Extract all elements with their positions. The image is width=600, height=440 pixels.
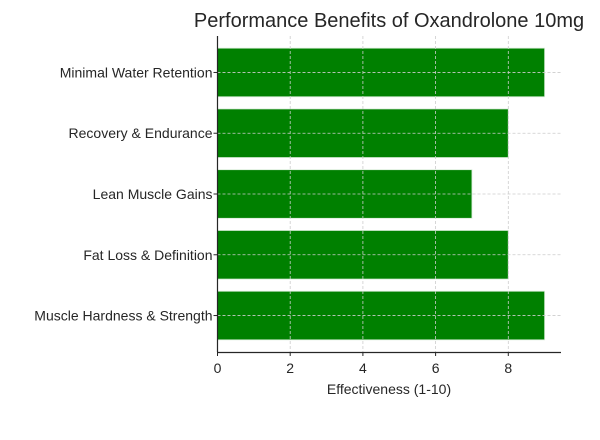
x-tick-label: 8 xyxy=(504,360,512,376)
y-tick-label: Minimal Water Retention xyxy=(60,64,213,80)
y-tick-label: Recovery & Endurance xyxy=(69,125,213,141)
y-tick-label: Lean Muscle Gains xyxy=(93,186,213,202)
x-tick-label: 4 xyxy=(359,360,367,376)
x-tick-labels: 0 2 4 6 8 xyxy=(214,352,512,376)
bar xyxy=(217,47,546,98)
chart-title: Performance Benefits of Oxandrolone 10mg xyxy=(194,10,584,32)
y-tick-label: Fat Loss & Definition xyxy=(83,247,212,263)
bars xyxy=(217,47,546,341)
x-tick-label: 2 xyxy=(286,360,294,376)
x-tick-label: 6 xyxy=(432,360,440,376)
bar xyxy=(217,290,546,341)
y-tick-labels: Muscle Hardness & Strength Fat Loss & Def… xyxy=(34,64,218,324)
x-tick-label: 0 xyxy=(214,360,222,376)
y-tick-label: Muscle Hardness & Strength xyxy=(34,308,212,324)
x-axis-label: Effectiveness (1-10) xyxy=(327,381,451,397)
